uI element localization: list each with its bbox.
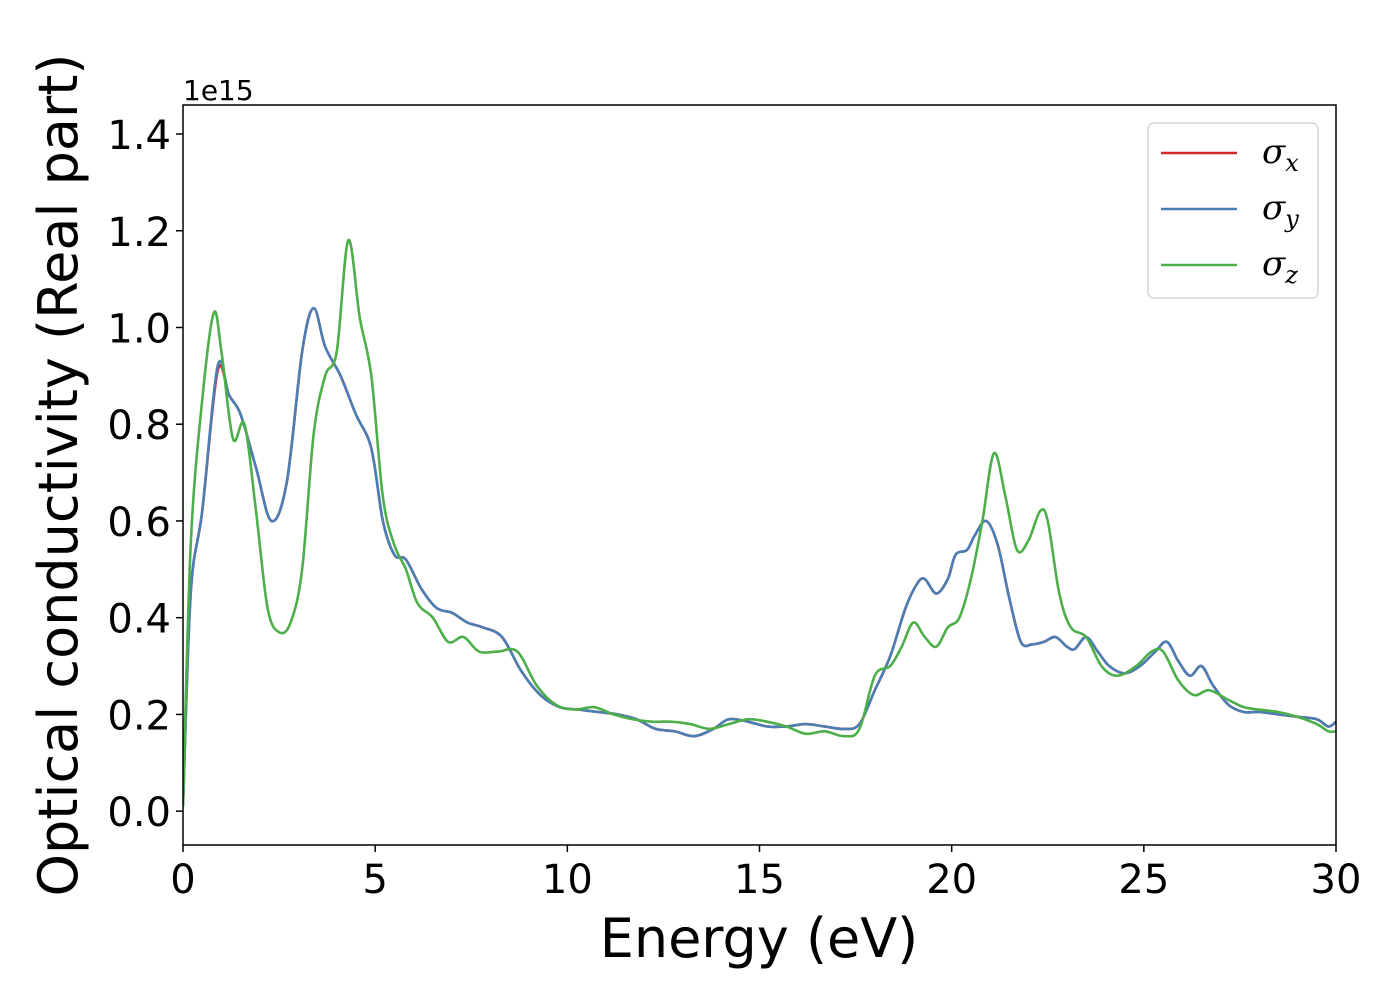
y-tick-label: 0.0 — [107, 790, 171, 836]
plot-area — [182, 104, 1337, 846]
y-tick-label: 0.6 — [107, 500, 171, 546]
x-tick-label: 20 — [926, 857, 977, 903]
x-tick-label: 10 — [542, 857, 593, 903]
y-tick-label: 1.4 — [107, 113, 171, 159]
y-axis-ticks: 0.0 0.2 0.4 0.6 0.8 1.0 1.2 1.4 — [107, 113, 183, 836]
y-tick-label: 1.0 — [107, 306, 171, 352]
x-tick-label: 30 — [1311, 857, 1362, 903]
legend-label-x: σx — [1262, 132, 1299, 177]
y-tick-label: 1.2 — [107, 210, 171, 256]
series-layer — [183, 239, 1336, 807]
legend: σx σy σz — [1147, 122, 1319, 299]
legend-box — [1147, 122, 1319, 299]
y-tick-label: 0.8 — [107, 403, 171, 449]
y-tick-label: 0.4 — [107, 597, 171, 643]
x-tick-label: 0 — [170, 857, 195, 903]
legend-label-y: σy — [1262, 188, 1299, 233]
x-tick-label: 5 — [362, 857, 387, 903]
series-line-y — [183, 306, 1336, 807]
legend-label-z: σz — [1262, 244, 1298, 289]
x-tick-label: 15 — [734, 857, 785, 903]
y-tick-label: 0.2 — [107, 693, 171, 739]
series-line-z — [183, 239, 1336, 807]
y-axis-title: Optical conductivity (Real part) — [27, 54, 90, 897]
y-offset-label: 1e15 — [183, 74, 254, 107]
x-axis-title: Energy (eV) — [600, 907, 919, 970]
x-tick-label: 25 — [1118, 857, 1169, 903]
x-axis-ticks: 0 5 10 15 20 25 30 — [170, 845, 1361, 903]
